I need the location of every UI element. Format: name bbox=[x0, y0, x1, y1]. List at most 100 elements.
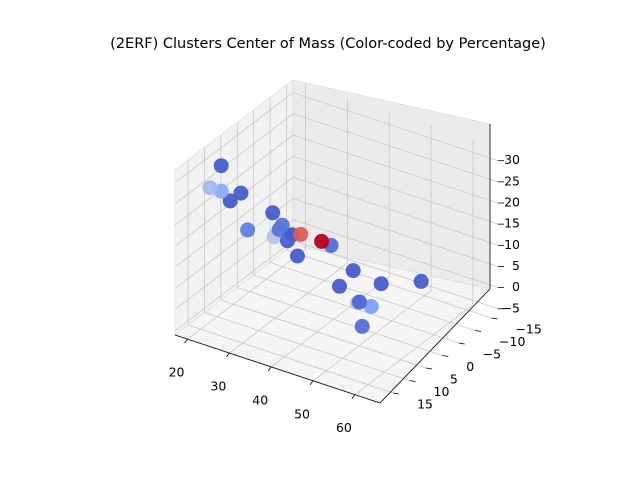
y-gridline bbox=[286, 249, 492, 319]
z-tick-label: 20 bbox=[504, 195, 520, 210]
z-gridline bbox=[174, 176, 294, 268]
y-gridline bbox=[269, 262, 476, 331]
y-gridline bbox=[237, 287, 443, 356]
y-tick: −10 bbox=[474, 330, 525, 349]
y-tick-mark bbox=[458, 342, 465, 345]
y-tick-label: 10 bbox=[434, 384, 450, 399]
y-tick-mark bbox=[442, 355, 449, 357]
y-gridline bbox=[204, 312, 410, 381]
z-tick-label: 10 bbox=[504, 237, 520, 252]
data-point bbox=[314, 233, 330, 249]
x-tick-label: 60 bbox=[336, 420, 352, 435]
z-gridline bbox=[292, 92, 499, 162]
z-tick: 10 bbox=[498, 237, 520, 252]
z-tick-label: 5 bbox=[512, 258, 520, 273]
z-tick-label: 0 bbox=[512, 279, 520, 294]
z-gridline bbox=[292, 240, 499, 310]
y-tick: −15 bbox=[491, 317, 542, 337]
y-tick: 10 bbox=[409, 380, 450, 399]
data-points bbox=[202, 158, 429, 334]
x-tick-mark bbox=[267, 366, 272, 372]
z-tick: −5 bbox=[498, 300, 520, 315]
z-gridline bbox=[292, 198, 499, 267]
x-tick-mark bbox=[226, 352, 230, 358]
data-point bbox=[233, 185, 249, 201]
x-tick: 50 bbox=[294, 380, 314, 421]
z-gridline bbox=[174, 134, 294, 226]
z-tick-label: 30 bbox=[504, 152, 520, 167]
y-tick: −5 bbox=[458, 342, 501, 362]
z-tick: 5 bbox=[498, 258, 520, 273]
y-tick-label: −15 bbox=[515, 322, 541, 337]
z-gridline bbox=[292, 134, 499, 204]
x-tick-mark bbox=[351, 394, 356, 399]
x-gridline bbox=[229, 262, 348, 354]
y-tick: 15 bbox=[393, 392, 433, 412]
x-tick-label: 20 bbox=[169, 365, 185, 380]
z-tick: 20 bbox=[498, 195, 520, 210]
y-tick: 5 bbox=[425, 367, 458, 387]
data-point bbox=[363, 299, 379, 314]
z-tick: 30 bbox=[498, 152, 520, 167]
z-gridline bbox=[292, 219, 499, 288]
x-gridline bbox=[312, 290, 432, 382]
data-point bbox=[213, 183, 229, 199]
x-tick-label: 50 bbox=[294, 406, 310, 421]
y-tick-mark bbox=[425, 367, 432, 370]
y-tick-label: −5 bbox=[483, 347, 501, 362]
x-axis-ticks: 20 30 40 50 60 bbox=[169, 338, 356, 435]
data-point bbox=[352, 294, 367, 310]
z-gridline bbox=[174, 240, 294, 332]
data-point bbox=[345, 263, 361, 279]
x-gridline bbox=[354, 304, 474, 395]
data-point bbox=[373, 276, 389, 292]
z-axis-ticks: −5 0 5 10 15 20 25 30 bbox=[498, 152, 520, 315]
x-gridline bbox=[270, 276, 390, 368]
data-point bbox=[213, 158, 229, 174]
y-tick-mark bbox=[409, 380, 416, 382]
y-tick-label: 5 bbox=[450, 372, 458, 387]
data-point bbox=[290, 248, 305, 264]
chart-title: (2ERF) Clusters Center of Mass (Color-co… bbox=[110, 36, 546, 52]
z-tick: 15 bbox=[498, 216, 520, 231]
z-tick: 0 bbox=[498, 279, 520, 294]
x-tick-mark bbox=[184, 338, 188, 344]
z-gridline bbox=[174, 92, 294, 184]
y-gridline bbox=[187, 324, 394, 394]
data-point bbox=[240, 222, 256, 238]
x-tick: 20 bbox=[169, 338, 188, 380]
y-tick: 0 bbox=[442, 355, 474, 374]
z-gridline bbox=[292, 176, 499, 246]
y-tick-label: 15 bbox=[417, 397, 433, 412]
y-tick-label: 0 bbox=[466, 359, 474, 374]
x-gridline bbox=[187, 248, 306, 340]
axis-lines bbox=[174, 124, 491, 404]
data-point bbox=[265, 205, 281, 221]
x-tick-label: 40 bbox=[252, 392, 268, 407]
data-point bbox=[274, 217, 290, 233]
x-tick-label: 30 bbox=[210, 379, 226, 394]
x-tick-mark bbox=[309, 380, 314, 386]
data-point bbox=[354, 318, 370, 334]
data-point bbox=[293, 226, 309, 242]
data-point bbox=[202, 180, 218, 196]
data-point bbox=[332, 278, 347, 294]
x-axis-line bbox=[174, 334, 381, 404]
z-tick-label: −5 bbox=[502, 300, 520, 315]
x-tick: 40 bbox=[252, 366, 272, 407]
data-point bbox=[222, 193, 238, 209]
z-gridline bbox=[292, 155, 499, 225]
y-axis-line bbox=[379, 288, 491, 404]
z-gridline bbox=[174, 113, 294, 205]
y-tick-mark bbox=[393, 392, 400, 395]
z-tick: 25 bbox=[498, 173, 520, 188]
y-tick-mark bbox=[474, 330, 482, 332]
z-gridline bbox=[292, 113, 499, 183]
x-tick: 30 bbox=[210, 352, 230, 394]
y-gridline bbox=[220, 299, 427, 369]
data-point bbox=[413, 273, 429, 289]
y-tick-mark bbox=[491, 317, 498, 320]
